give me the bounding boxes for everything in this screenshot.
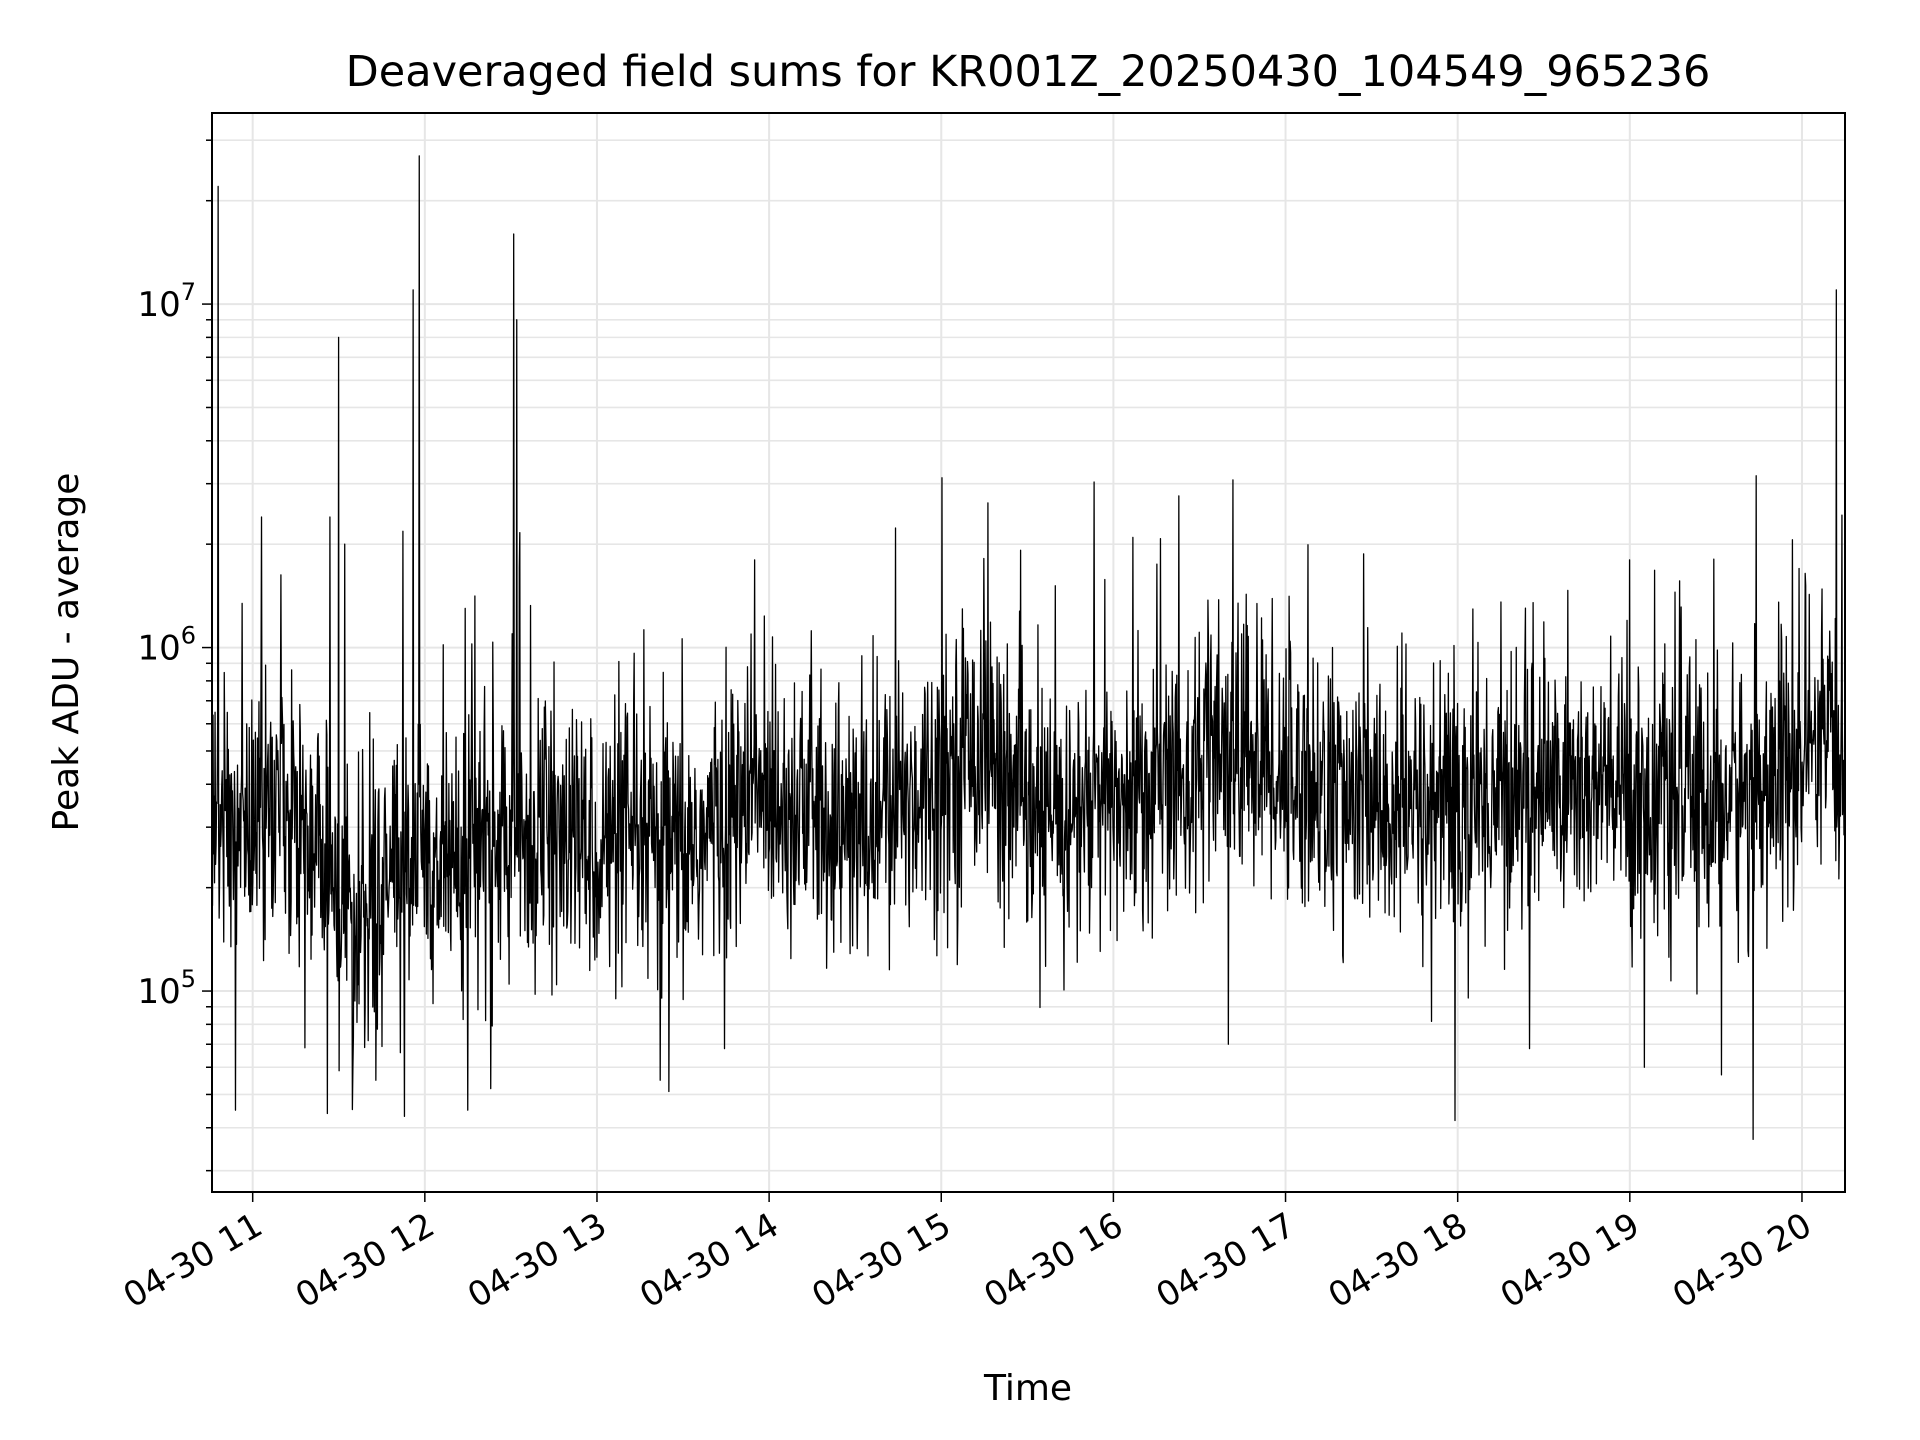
- x-axis-label: Time: [983, 1368, 1072, 1409]
- y-tick-label: 107: [137, 278, 196, 325]
- chart-title: Deaveraged field sums for KR001Z_2025043…: [346, 47, 1711, 97]
- plot-frame: [211, 112, 1846, 1193]
- plot-area: [211, 155, 1846, 1141]
- y-tick-label: 106: [137, 622, 196, 669]
- y-tick-label: 105: [137, 965, 196, 1012]
- y-axis-label: Peak ADU - average: [46, 473, 87, 832]
- series-line: [211, 155, 1846, 1141]
